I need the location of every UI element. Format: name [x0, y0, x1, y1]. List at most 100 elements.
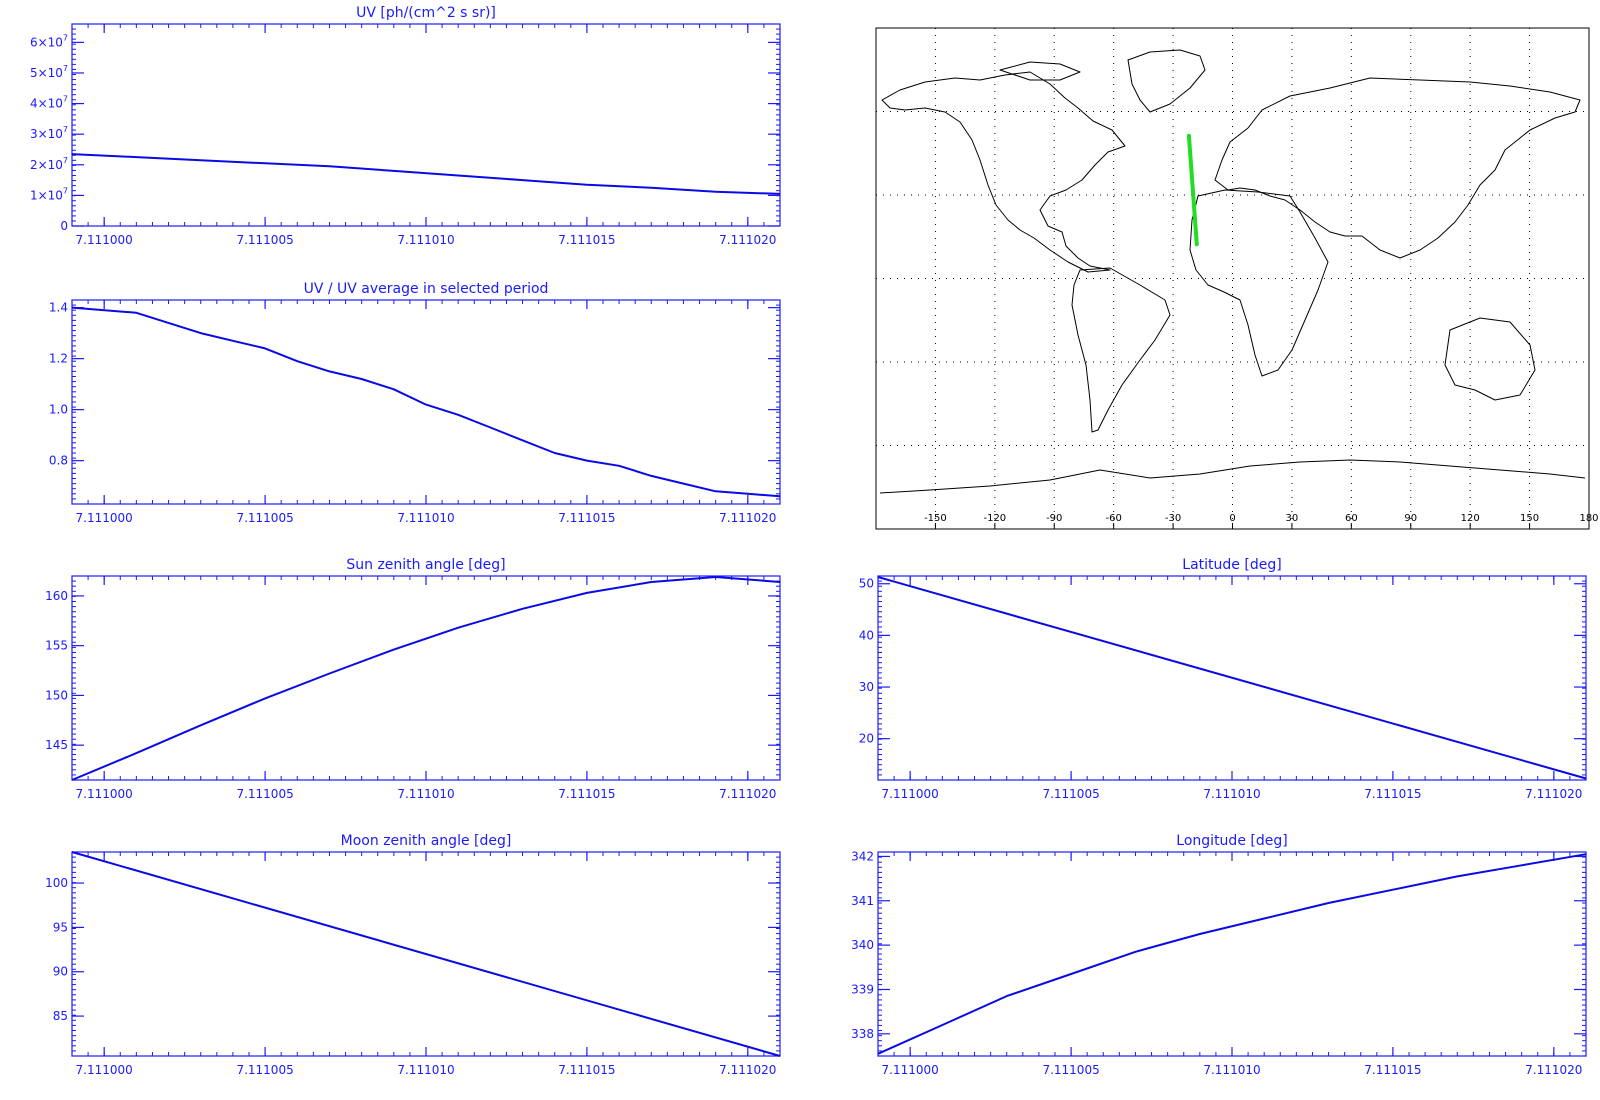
data-series-line — [71, 576, 781, 781]
panel-longitude: Longitude [deg] 7.111000 7.111005 7.111010 7… — [851, 833, 1587, 1077]
map-x-tick-label: -90 — [1046, 513, 1062, 524]
x-tick-label: 7.111005 — [1042, 1063, 1099, 1077]
y-tick-label: 1.4 — [49, 301, 68, 315]
x-tick-label: 7.111005 — [1042, 787, 1099, 801]
plot-title: Latitude [deg] — [1182, 557, 1281, 573]
map-x-tick-label: 60 — [1345, 513, 1358, 524]
y-tick-label: 1.0 — [49, 403, 68, 417]
x-tick-label: 7.111010 — [1203, 787, 1260, 801]
x-tick-label: 7.111020 — [719, 1063, 776, 1077]
data-series-line — [71, 851, 781, 1057]
plot-title: Longitude [deg] — [1176, 833, 1287, 849]
coast-greenland — [1127, 49, 1206, 113]
x-tick-label: 7.111000 — [76, 511, 133, 525]
data-series-line — [71, 153, 781, 195]
x-tick-label: 7.111015 — [558, 787, 615, 801]
y-tick-label: 339 — [851, 982, 874, 996]
y-tick-label: 5×107 — [30, 64, 68, 80]
y-tick-label: 100 — [45, 876, 68, 890]
x-tick-label: 7.111000 — [76, 233, 133, 247]
data-series-line — [71, 306, 781, 498]
x-tick-label: 7.111005 — [236, 1063, 293, 1077]
map-x-tick-label: -60 — [1105, 513, 1121, 524]
panel-uv: UV [ph/(cm^2 s sr)] 7.111000 7.111005 7.111… — [30, 5, 781, 247]
data-series-line — [877, 853, 1587, 1055]
orbit-ground-track — [1186, 133, 1199, 247]
x-tick-label: 7.111010 — [397, 511, 454, 525]
map-frame — [875, 27, 1590, 530]
map-x-tick-label: 0 — [1229, 513, 1235, 524]
x-tick-label: 7.111015 — [558, 511, 615, 525]
panel-sun-zenith-angle: Sun zenith angle [deg] 7.111000 7.111005 7.… — [45, 557, 781, 801]
plot-frame — [877, 851, 1587, 1057]
x-tick-label: 7.111020 — [719, 787, 776, 801]
y-tick-label: 150 — [45, 688, 68, 702]
y-tick-label: 2×107 — [30, 156, 68, 172]
x-tick-label: 7.111015 — [558, 1063, 615, 1077]
y-tick-label: 0 — [60, 219, 68, 233]
x-tick-label: 7.111020 — [1525, 787, 1582, 801]
x-tick-label: 7.111015 — [558, 233, 615, 247]
plot-title: Moon zenith angle [deg] — [341, 833, 512, 849]
y-tick-label: 6×107 — [30, 33, 68, 49]
map-x-tick-label: -120 — [983, 513, 1006, 524]
y-tick-label: 1×107 — [30, 186, 68, 202]
plot-title: UV / UV average in selected period — [304, 281, 549, 297]
x-tick-label: 7.111000 — [76, 1063, 133, 1077]
y-tick-label: 40 — [859, 628, 874, 642]
x-tick-label: 7.111010 — [1203, 1063, 1260, 1077]
coast-australia — [1444, 317, 1536, 401]
coast-africa — [1189, 189, 1329, 377]
x-tick-label: 7.111005 — [236, 233, 293, 247]
y-tick-label: 50 — [859, 577, 874, 591]
x-tick-label: 7.111015 — [1364, 1063, 1421, 1077]
x-tick-label: 7.111020 — [1525, 1063, 1582, 1077]
map-x-tick-label: 150 — [1520, 513, 1539, 524]
plot-frame — [71, 23, 781, 227]
y-tick-label: 20 — [859, 732, 874, 746]
coast-antarctica — [879, 459, 1586, 494]
y-tick-label: 341 — [851, 894, 874, 908]
x-tick-label: 7.111015 — [1364, 787, 1421, 801]
panel-latitude: Latitude [deg] 7.111000 7.111005 7.111010 7.… — [859, 557, 1587, 801]
x-tick-label: 7.111000 — [882, 787, 939, 801]
y-tick-label: 90 — [53, 965, 68, 979]
plot-frame — [71, 299, 781, 505]
panel-moon-zenith-angle: Moon zenith angle [deg] 7.111000 7.111005 7… — [45, 833, 781, 1077]
y-tick-label: 342 — [851, 849, 874, 863]
map-x-tick-label: 30 — [1286, 513, 1299, 524]
y-tick-label: 4×107 — [30, 95, 68, 111]
y-tick-label: 3×107 — [30, 125, 68, 141]
x-tick-label: 7.111005 — [236, 787, 293, 801]
y-tick-label: 155 — [45, 639, 68, 653]
panel-world-map: -150 -120 -90 -60 -30 0 30 60 90 120 150 180 — [875, 27, 1599, 530]
y-tick-label: 95 — [53, 920, 68, 934]
map-x-tick-label: 180 — [1579, 513, 1598, 524]
x-tick-label: 7.111010 — [397, 787, 454, 801]
map-x-tick-label: -30 — [1165, 513, 1181, 524]
map-coastlines — [879, 49, 1586, 494]
plot-frame — [71, 575, 781, 781]
map-x-tick-label: 90 — [1404, 513, 1417, 524]
panel-uv-ratio: UV / UV average in selected period 7.1110… — [49, 281, 781, 525]
y-tick-label: 338 — [851, 1027, 874, 1041]
y-tick-label: 30 — [859, 680, 874, 694]
y-tick-label: 0.8 — [49, 454, 68, 468]
y-tick-label: 160 — [45, 589, 68, 603]
x-tick-label: 7.111010 — [397, 233, 454, 247]
x-tick-label: 7.111010 — [397, 1063, 454, 1077]
x-tick-label: 7.111000 — [882, 1063, 939, 1077]
plot-title: Sun zenith angle [deg] — [346, 557, 505, 573]
y-tick-label: 85 — [53, 1009, 68, 1023]
x-tick-label: 7.111000 — [76, 787, 133, 801]
x-tick-label: 7.111020 — [719, 233, 776, 247]
y-tick-label: 145 — [45, 738, 68, 752]
coast-arctic-islands — [999, 61, 1081, 81]
y-tick-label: 340 — [851, 938, 874, 952]
map-longitude-ticks: -150 -120 -90 -60 -30 0 30 60 90 120 150 180 — [924, 513, 1599, 529]
coast-south-america — [1071, 267, 1171, 433]
x-tick-label: 7.111005 — [236, 511, 293, 525]
map-x-tick-label: 120 — [1461, 513, 1480, 524]
y-tick-label: 1.2 — [49, 352, 68, 366]
